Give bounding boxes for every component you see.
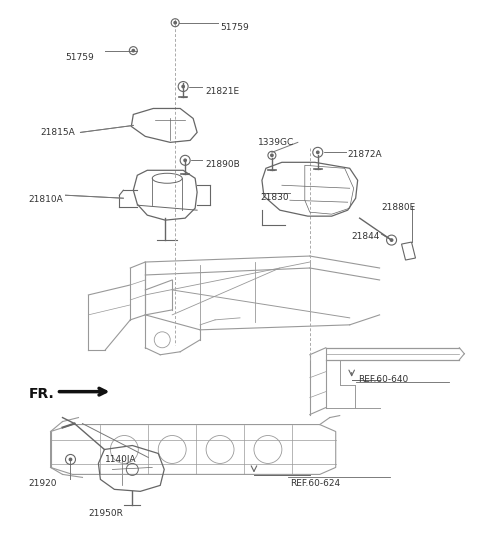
Circle shape [271, 154, 273, 156]
Text: 21844: 21844 [352, 232, 380, 241]
Circle shape [317, 151, 319, 154]
Text: 51759: 51759 [220, 23, 249, 32]
Text: 1140JA: 1140JA [106, 455, 137, 465]
Text: 21950R: 21950R [88, 509, 123, 519]
Text: 21810A: 21810A [29, 195, 63, 204]
Text: REF.60-640: REF.60-640 [358, 375, 408, 384]
Text: 21830: 21830 [260, 193, 288, 202]
Circle shape [182, 85, 184, 88]
Circle shape [174, 22, 176, 24]
Text: FR.: FR. [29, 386, 54, 400]
Circle shape [132, 50, 134, 52]
Text: REF.60-624: REF.60-624 [290, 479, 340, 488]
Text: 21880E: 21880E [382, 203, 416, 212]
Circle shape [390, 239, 393, 241]
Circle shape [69, 458, 72, 461]
Circle shape [184, 159, 186, 162]
Text: 51759: 51759 [65, 53, 94, 61]
Text: 1339GC: 1339GC [258, 139, 294, 147]
Text: 21872A: 21872A [348, 150, 382, 160]
Text: 21890B: 21890B [205, 160, 240, 169]
Text: 21815A: 21815A [41, 128, 75, 137]
Text: 21821E: 21821E [205, 87, 239, 95]
Text: 21920: 21920 [29, 479, 57, 488]
